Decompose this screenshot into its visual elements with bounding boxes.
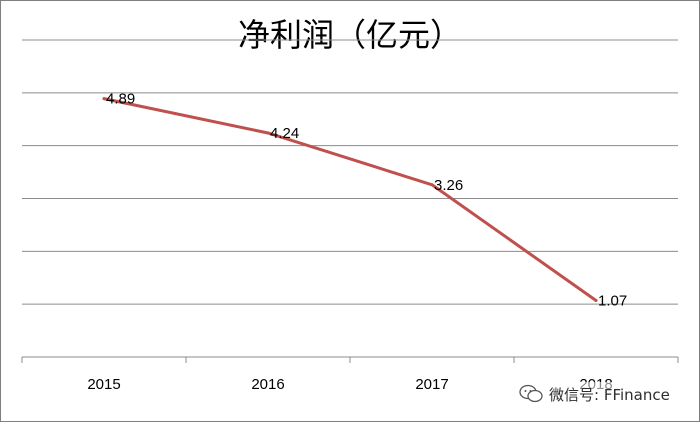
data-point	[430, 183, 434, 187]
data-point	[102, 97, 106, 101]
data-point	[266, 131, 270, 135]
watermark-text: 微信号: FFinance	[549, 385, 670, 404]
grid-layer	[22, 39, 678, 305]
series-layer	[102, 97, 598, 302]
data-label: 4.89	[106, 91, 135, 108]
data-point	[594, 298, 598, 302]
x-tick-label: 2016	[251, 376, 284, 393]
series-line	[102, 97, 598, 302]
data-label: 1.07	[598, 292, 627, 309]
wechat-icon	[519, 384, 543, 403]
x-tick-label: 2017	[415, 376, 448, 393]
x-tick-label: 2015	[87, 376, 120, 393]
label-layer: 4.89 4.24 3.26 1.07	[106, 91, 627, 310]
data-label: 3.26	[434, 177, 463, 194]
data-label: 4.24	[270, 125, 299, 142]
watermark: 微信号: FFinance	[515, 382, 674, 406]
chart-title: 净利润（亿元）	[237, 16, 462, 54]
